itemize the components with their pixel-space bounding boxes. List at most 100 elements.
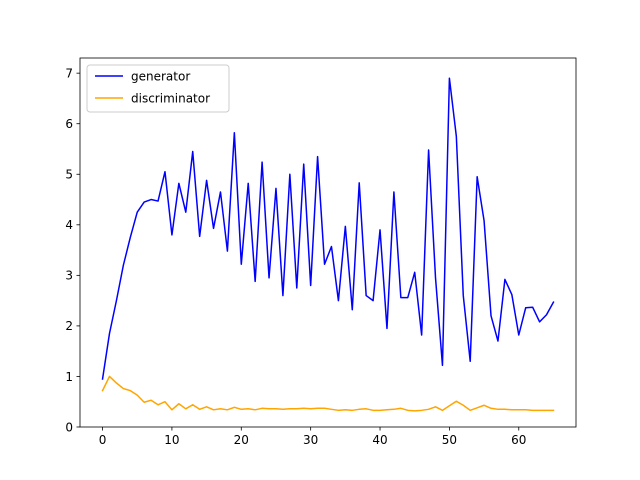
data-point-discriminator xyxy=(386,409,388,411)
data-point-generator xyxy=(421,334,423,336)
data-point-generator xyxy=(386,328,388,330)
data-point-discriminator xyxy=(469,410,471,412)
data-point-discriminator xyxy=(206,406,208,408)
data-point-discriminator xyxy=(546,410,548,412)
data-point-generator xyxy=(171,234,173,236)
data-point-generator xyxy=(206,180,208,182)
data-point-generator xyxy=(247,183,249,185)
data-point-generator xyxy=(199,236,201,238)
data-point-discriminator xyxy=(400,408,402,410)
y-tick-label: 1 xyxy=(65,370,73,384)
data-point-discriminator xyxy=(462,404,464,406)
data-point-generator xyxy=(358,182,360,184)
data-point-generator xyxy=(282,295,284,297)
data-point-discriminator xyxy=(456,400,458,402)
data-point-discriminator xyxy=(358,409,360,411)
data-point-discriminator xyxy=(240,409,242,411)
data-point-generator xyxy=(109,333,111,335)
data-point-generator xyxy=(462,295,464,297)
data-point-discriminator xyxy=(511,409,513,411)
data-point-discriminator xyxy=(123,388,125,390)
data-point-generator xyxy=(254,281,256,283)
data-point-discriminator xyxy=(442,410,444,412)
series-line-generator xyxy=(101,77,555,380)
data-point-discriminator xyxy=(497,409,499,411)
x-tick-label: 60 xyxy=(511,433,526,447)
data-point-discriminator xyxy=(310,408,312,410)
data-point-generator xyxy=(532,306,534,308)
data-point-generator xyxy=(525,307,527,309)
data-point-generator xyxy=(379,229,381,231)
data-point-generator xyxy=(275,188,277,190)
data-point-discriminator xyxy=(220,408,222,410)
data-point-discriminator xyxy=(282,409,284,411)
plot-area xyxy=(80,58,576,427)
data-point-generator xyxy=(456,136,458,138)
legend-label-generator: generator xyxy=(131,70,190,84)
data-point-discriminator xyxy=(414,410,416,412)
data-point-discriminator xyxy=(157,404,159,406)
data-point-discriminator xyxy=(171,409,173,411)
data-point-generator xyxy=(518,334,520,336)
data-point-generator xyxy=(102,378,104,380)
data-point-generator xyxy=(234,132,236,134)
plot-background xyxy=(80,58,576,427)
data-point-generator xyxy=(553,301,555,303)
legend: generator discriminator xyxy=(86,64,230,113)
data-point-discriminator xyxy=(150,399,152,401)
data-point-discriminator xyxy=(213,409,215,411)
data-point-discriminator xyxy=(289,408,291,410)
data-point-discriminator xyxy=(476,407,478,409)
data-point-generator xyxy=(317,156,319,158)
data-point-discriminator xyxy=(490,408,492,410)
data-point-discriminator xyxy=(435,406,437,408)
data-point-discriminator xyxy=(317,408,319,410)
data-point-discriminator xyxy=(129,390,131,392)
data-point-generator xyxy=(490,315,492,317)
y-tick-label: 0 xyxy=(65,420,73,434)
axes-layer: 0 10 20 30 40 50 60 0 1 2 3 4 5 6 7 xyxy=(65,57,577,447)
y-tick-label: 2 xyxy=(65,319,73,333)
data-point-generator xyxy=(546,314,548,316)
data-point-generator xyxy=(227,250,229,252)
data-point-generator xyxy=(428,149,430,151)
data-point-discriminator xyxy=(102,390,104,392)
data-point-generator xyxy=(116,300,118,302)
data-point-generator xyxy=(345,226,347,228)
data-point-generator xyxy=(192,151,194,153)
data-point-generator xyxy=(414,272,416,274)
data-point-generator xyxy=(407,297,409,299)
data-point-discriminator xyxy=(338,410,340,412)
x-tick-label: 0 xyxy=(99,433,107,447)
data-point-generator xyxy=(123,264,125,266)
data-point-discriminator xyxy=(532,410,534,412)
data-point-discriminator xyxy=(247,408,249,410)
data-point-generator xyxy=(143,201,145,203)
data-point-generator xyxy=(303,163,305,165)
data-point-generator xyxy=(178,183,180,185)
data-point-generator xyxy=(511,294,513,296)
data-point-discriminator xyxy=(164,401,166,403)
data-point-generator xyxy=(469,360,471,362)
data-point-generator xyxy=(296,287,298,289)
data-point-discriminator xyxy=(345,409,347,411)
data-point-generator xyxy=(261,161,263,163)
data-point-discriminator xyxy=(116,382,118,384)
data-point-generator xyxy=(331,246,333,248)
data-point-discriminator xyxy=(324,408,326,410)
data-point-discriminator xyxy=(393,409,395,411)
data-point-discriminator xyxy=(504,409,506,411)
y-tick-label: 3 xyxy=(65,269,73,283)
data-point-generator xyxy=(449,77,451,79)
y-tick-label: 5 xyxy=(65,168,73,182)
x-tick-label: 40 xyxy=(372,433,387,447)
data-point-discriminator xyxy=(109,376,111,378)
legend-label-discriminator: discriminator xyxy=(131,92,210,106)
data-point-generator xyxy=(150,199,152,201)
data-point-generator xyxy=(351,309,353,311)
data-point-generator xyxy=(442,365,444,367)
data-point-discriminator xyxy=(372,410,374,412)
y-tick-label: 7 xyxy=(65,66,73,80)
x-tick-label: 50 xyxy=(442,433,457,447)
y-tick-label: 6 xyxy=(65,117,73,131)
